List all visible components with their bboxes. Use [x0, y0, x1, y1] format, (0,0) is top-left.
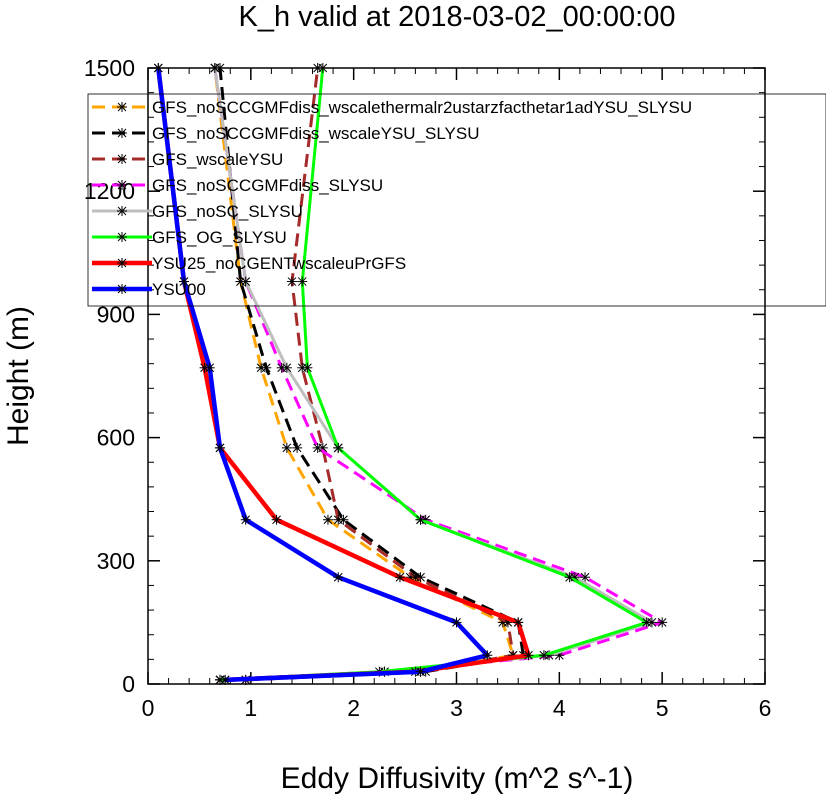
y-axis-label: Height (m) [2, 306, 35, 446]
series-line [156, 67, 490, 683]
legend-marker [117, 128, 127, 138]
y-tick-label: 0 [122, 671, 135, 697]
legend-marker [117, 154, 127, 164]
series-point [281, 362, 292, 373]
legend-label: GFS_noSC_SLYSU [152, 202, 303, 221]
series-point [317, 63, 328, 73]
series-point [394, 572, 405, 583]
legend-marker [117, 258, 127, 268]
legend-item: GFS_noSCCGMFdiss_SLYSU [92, 176, 383, 195]
y-tick-labels: 0 300 600 900 1200 1500 [84, 55, 135, 697]
x-tick-label: 1 [244, 695, 257, 721]
series-point [333, 514, 344, 525]
series-8 [153, 63, 493, 685]
series-point [657, 617, 668, 628]
series-point [523, 650, 534, 661]
x-tick-label: 6 [759, 695, 772, 721]
series-point [333, 572, 344, 583]
series-point [580, 572, 591, 583]
legend-item: GFS_noSC_SLYSU [92, 202, 303, 221]
y-tick-label: 600 [97, 425, 135, 451]
legend-marker [117, 284, 127, 294]
legend-marker [117, 206, 127, 216]
legend-label: GFS_noSCCGMFdiss_wscaleYSU_SLYSU [152, 124, 480, 143]
chart-title: K_h valid at 2018-03-02_00:00:00 [239, 1, 676, 33]
legend-label: GFS_noSCCGMFdiss_SLYSU [152, 176, 383, 195]
legend-label: YSU25_noCGENTwscaleuPrGFS [152, 254, 406, 273]
x-tick-label: 3 [450, 695, 463, 721]
y-tick-label: 1200 [84, 178, 135, 204]
series-point [415, 514, 426, 525]
y-tick-label: 1500 [84, 55, 135, 81]
x-axis-label: Eddy Diffusivity (m^2 s^-1) [281, 762, 634, 795]
legend: GFS_noSCCGMFdiss_wscalethermalr2ustarzfa… [87, 93, 826, 307]
series-point [564, 572, 575, 583]
series-point [220, 674, 231, 685]
legend-label: YSU00 [152, 280, 206, 299]
legend-marker [117, 232, 127, 242]
series-line [156, 67, 531, 683]
legend-item: GFS_noSCCGMFdiss_wscalethermalr2ustarzfa… [92, 98, 692, 117]
series-point [204, 362, 215, 373]
series-point [641, 617, 652, 628]
x-tick-label: 0 [142, 695, 155, 721]
series-point [415, 666, 426, 677]
x-tick-label: 2 [347, 695, 360, 721]
series-point [482, 650, 493, 661]
series-point [281, 442, 292, 453]
legend-marker [117, 102, 127, 112]
y-tick-label: 900 [97, 301, 135, 327]
series-line [245, 67, 515, 682]
series-point [513, 617, 524, 628]
series-point [178, 276, 189, 287]
series-point [292, 442, 303, 453]
series-point [451, 617, 462, 628]
y-tick-label: 300 [97, 548, 135, 574]
series-point [214, 442, 225, 453]
series-point [538, 650, 549, 661]
series-point [209, 63, 220, 73]
legend-marker [117, 180, 127, 190]
legend-label: GFS_noSCCGMFdiss_wscalethermalr2ustarzfa… [152, 98, 692, 117]
legend-label: GFS_wscaleYSU [152, 150, 283, 169]
x-tick-label: 4 [553, 695, 566, 721]
series-point [271, 514, 282, 525]
legend-item: GFS_noSCCGMFdiss_wscaleYSU_SLYSU [92, 124, 480, 143]
series-point [240, 276, 251, 287]
series-group [153, 63, 668, 685]
series-point [302, 362, 313, 373]
legend-label: GFS_OG_SLYSU [152, 228, 287, 247]
series-point [261, 362, 272, 373]
series-point [333, 442, 344, 453]
legend-item: GFS_OG_SLYSU [92, 228, 287, 247]
legend-item: GFS_wscaleYSU [92, 150, 283, 169]
series-point [297, 276, 308, 287]
series-point [312, 442, 323, 453]
series-point [240, 514, 251, 525]
legend-item: YSU00 [92, 280, 206, 299]
x-tick-label: 5 [656, 695, 669, 721]
series-point [286, 276, 297, 287]
series-point [322, 514, 333, 525]
x-tick-labels: 0 1 2 3 4 5 6 [142, 695, 772, 721]
legend-item: YSU25_noCGENTwscaleuPrGFS [92, 254, 406, 273]
series-point [153, 63, 164, 73]
legend-box [87, 93, 826, 307]
axis-ticks [147, 67, 766, 685]
